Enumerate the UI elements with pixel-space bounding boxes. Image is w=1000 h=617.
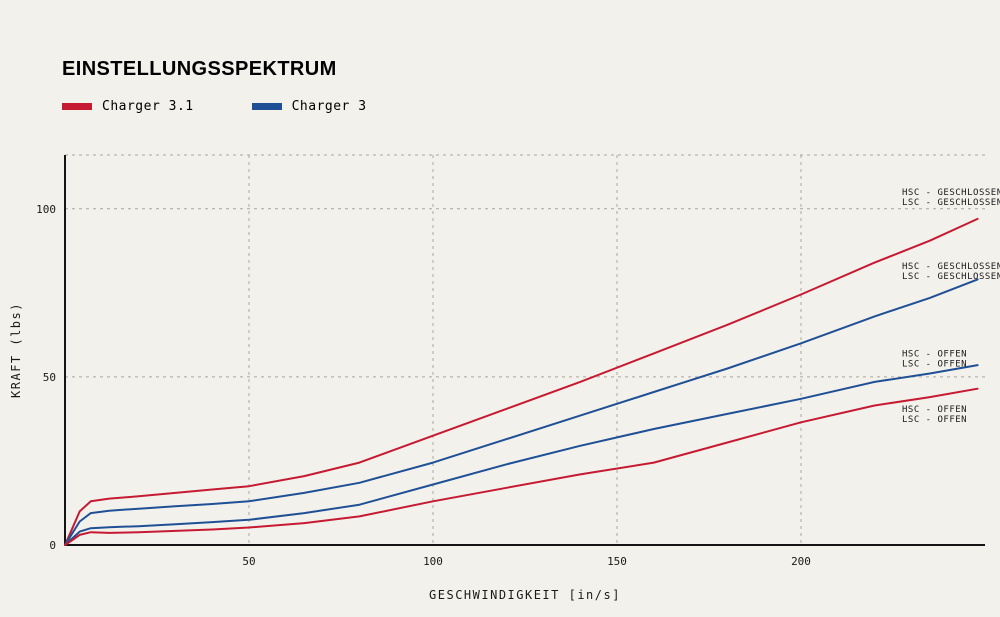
x-tick-label-150: 150 (607, 555, 627, 568)
series-path-1 (64, 278, 979, 546)
annotation-series-2-line-1: LSC - OFFEN (902, 359, 967, 369)
annotation-series-1-line-1: LSC - GESCHLOSSEN (902, 272, 1000, 282)
series-path-2 (64, 364, 979, 546)
chart-title: EINSTELLUNGSSPEKTRUM (62, 58, 337, 80)
y-axis-label: KRAFT (lbs) (9, 302, 23, 398)
x-tick-label-200: 200 (791, 555, 811, 568)
legend-item-charger-3-1: Charger 3.1 (62, 99, 194, 114)
legend-label-charger-3-1: Charger 3.1 (102, 99, 194, 114)
x-tick-label-100: 100 (423, 555, 443, 568)
legend-label-charger-3: Charger 3 (291, 99, 367, 114)
annotation-series-0-line-0: HSC - GESCHLOSSEN (902, 188, 1000, 198)
legend-swatch-charger-3-1 (62, 103, 92, 110)
series-path-3 (64, 387, 979, 546)
legend: Charger 3.1 Charger 3 (62, 99, 367, 114)
legend-swatch-charger-3 (251, 103, 282, 110)
annotation-series-2-line-0: HSC - OFFEN (902, 349, 967, 359)
x-axis-label: GESCHWINDIGKEIT [in/s] (429, 588, 621, 602)
annotation-series-1-line-0: HSC - GESCHLOSSEN (902, 262, 1000, 272)
series-path-0 (64, 217, 979, 546)
annotation-series-3-line-1: LSC - OFFEN (902, 415, 967, 425)
annotation-series-3-line-0: HSC - OFFEN (902, 405, 967, 415)
y-tick-label-50: 50 (43, 371, 56, 384)
y-tick-label-0: 0 (49, 539, 56, 552)
y-tick-label-100: 100 (36, 203, 56, 216)
legend-item-charger-3: Charger 3 (251, 99, 367, 114)
annotation-series-0-line-1: LSC - GESCHLOSSEN (902, 198, 1000, 208)
x-tick-label-50: 50 (242, 555, 255, 568)
